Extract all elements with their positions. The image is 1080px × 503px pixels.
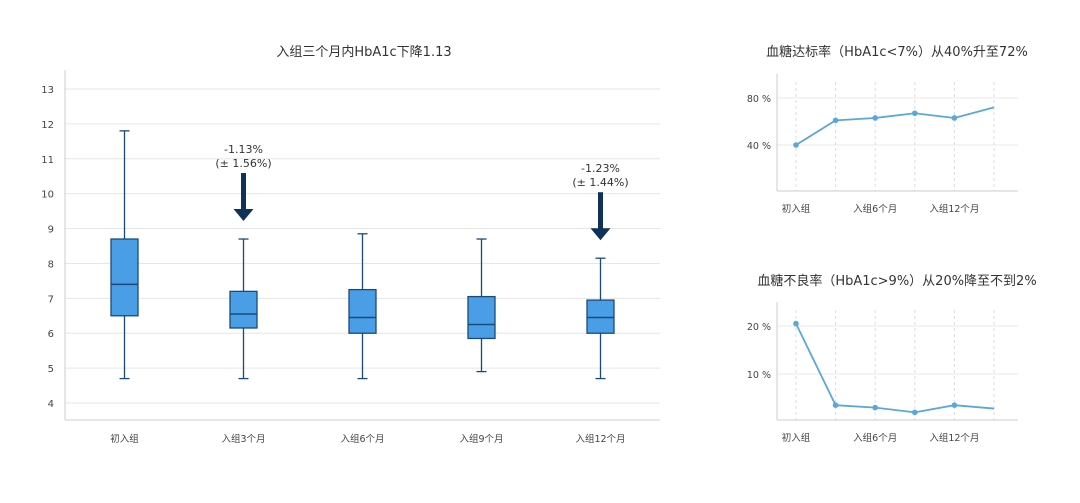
box-1 [229,238,258,380]
down-arrow-head [590,228,611,241]
box-0 [110,130,139,380]
y-tick-label: 6 [48,329,54,340]
y-tick-label: 7 [48,294,54,305]
box-y-ticks: 13 12 11 10 9 8 7 6 5 4 [41,85,54,410]
box-axes [64,70,660,421]
y-tick-label: 11 [41,155,54,166]
y-tick-label: 80 % [747,94,771,105]
x-tick-label: 入组12个月 [929,432,979,444]
x-tick-label: 入组3个月 [221,433,265,445]
x-tick-label: 入组12个月 [575,433,625,445]
box-body [467,295,496,340]
annotation-sd: (± 1.44%) [572,176,628,189]
line-chart-poor-control: 血糖不良率（HbA1c>9%）从20%降至不到2% 20 % 10 % 初入组 入组6… [747,273,1037,444]
y-tick-label: 5 [48,364,54,375]
x-tick-label: 入组6个月 [853,432,897,444]
box-body [348,288,377,334]
data-point [793,320,799,327]
data-point [872,404,878,411]
box-chart-title: 入组三个月内HbA1c下降1.13 [276,44,451,60]
x-tick-label: 入组6个月 [340,433,384,445]
y-tick-label: 10 % [747,370,771,381]
line-chart-attainment-title: 血糖达标率（HbA1c<7%）从40%升至72% [766,44,1028,60]
series-line [795,323,995,414]
down-arrow-shaft [241,173,246,212]
y-tick-label: 40 % [747,141,771,152]
y-tick-label: 9 [48,225,54,236]
series-line [795,106,995,146]
y-tick-label: 8 [48,259,54,270]
x-tick-label: 入组9个月 [459,433,503,445]
line-chart-poor-control-title: 血糖不良率（HbA1c>9%）从20%降至不到2% [757,273,1036,289]
y-tick-label: 12 [41,120,54,131]
box-3 [467,238,496,373]
down-arrow-head [233,209,254,222]
box-x-ticks: 初入组 入组3个月 入组6个月 入组9个月 入组12个月 [110,433,625,445]
box-4 [586,257,615,380]
box-body [110,238,139,317]
y-tick-label: 13 [41,85,54,96]
data-point [912,409,918,416]
box-body [586,299,615,334]
y-tick-label: 4 [48,399,54,410]
data-point [951,402,958,409]
data-point [832,402,839,409]
x-tick-label: 入组6个月 [853,203,897,215]
y-tick-label: 20 % [747,322,771,333]
x-tick-label: 初入组 [782,432,811,444]
annotation-change: -1.23% [581,162,620,175]
data-point [793,142,799,148]
x-tick-label: 初入组 [110,433,139,445]
box-2 [348,233,377,380]
x-tick-label: 初入组 [782,203,811,215]
data-point [832,117,839,124]
annotation-change: -1.13% [224,143,263,156]
data-point [872,115,878,121]
box-body [229,290,258,329]
box-chart: 入组三个月内HbA1c下降1.13 13 12 11 10 9 8 7 6 5 4 初入组 入组3个… [41,44,660,445]
line-chart-attainment: 血糖达标率（HbA1c<7%）从40%升至72% 80 % 40 % 初入组 入组6个… [747,44,1028,215]
y-tick-label: 10 [41,190,54,201]
down-arrow-shaft [598,192,603,231]
line-chart-attainment-body: 80 % 40 % 初入组 入组6个月 入组12个月 [747,74,1018,215]
box-marks [110,130,615,380]
annotation-sd: (± 1.56%) [215,157,271,170]
data-point [912,110,918,117]
data-point [951,115,958,121]
line-chart-poor-control-body: 20 % 10 % 初入组 入组6个月 入组12个月 [747,302,1018,444]
x-tick-label: 入组12个月 [929,203,979,215]
box-annotations: -1.13%(± 1.56%) -1.23%(± 1.44%) [215,143,629,241]
